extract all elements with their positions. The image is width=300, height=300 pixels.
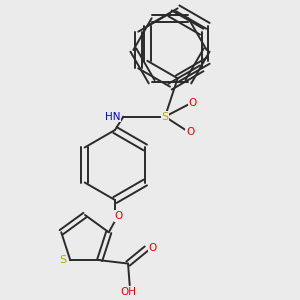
Text: HN: HN: [105, 112, 121, 122]
Text: O: O: [148, 243, 157, 253]
Text: OH: OH: [120, 287, 136, 297]
Text: O: O: [114, 211, 122, 221]
Text: O: O: [186, 127, 194, 137]
Text: S: S: [59, 255, 67, 265]
Text: O: O: [188, 98, 197, 108]
Text: S: S: [161, 112, 169, 122]
